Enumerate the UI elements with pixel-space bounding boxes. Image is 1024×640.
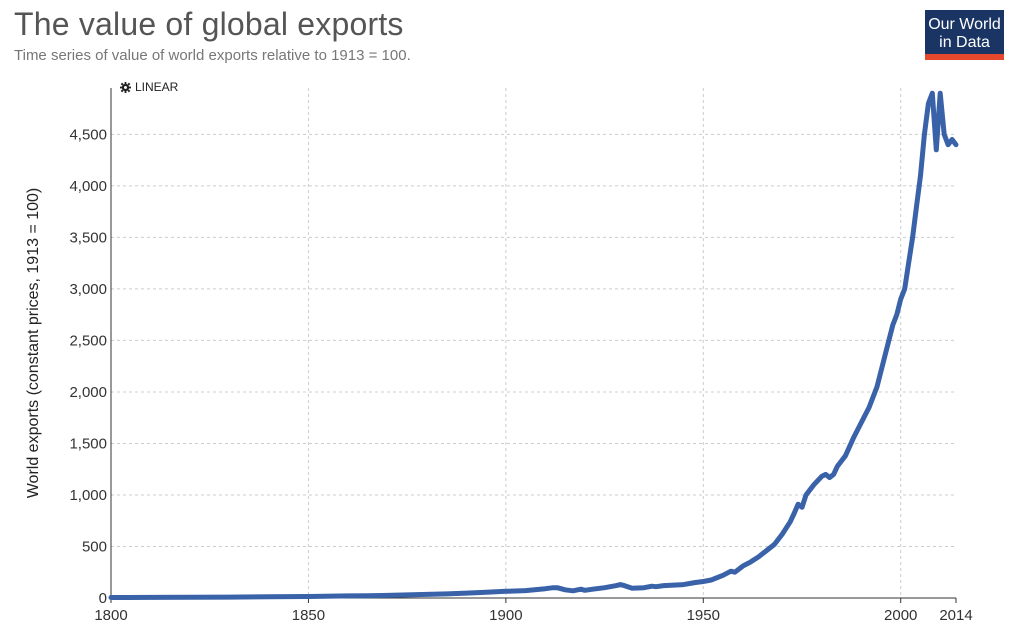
y-tick-label: 2,000 [69, 384, 107, 401]
scale-toggle[interactable]: LINEAR [120, 80, 178, 94]
y-tick-label: 0 [99, 590, 107, 607]
scale-label: LINEAR [135, 80, 179, 94]
x-axis-ticks: 1800 1850 1900 1950 2000 2014 [94, 598, 973, 624]
series-group [108, 90, 959, 600]
x-tick-label: 1850 [292, 607, 325, 624]
y-tick-label: 4,500 [69, 126, 107, 143]
x-tick-label: 1900 [489, 607, 522, 624]
y-tick-label: 4,000 [69, 178, 107, 195]
logo-accent-bar [925, 54, 1004, 60]
x-tick-label: 2000 [884, 607, 917, 624]
y-tick-label: 1,500 [69, 435, 107, 452]
grid-lines [111, 88, 956, 598]
y-tick-label: 1,000 [69, 487, 107, 504]
y-tick-label: 3,500 [69, 229, 107, 246]
logo-line-1: Our World [928, 16, 1001, 33]
gear-icon [120, 81, 131, 93]
y-axis-ticks: 0 500 1,000 1,500 2,000 2,500 3,000 3,500 4,000 4… [69, 126, 107, 607]
logo-line-2: in Data [939, 34, 990, 51]
axes [110, 88, 956, 599]
y-tick-label: 500 [82, 538, 107, 555]
series-line[interactable] [108, 90, 959, 600]
y-tick-label: 3,000 [69, 281, 107, 298]
chart-title: The value of global exports [14, 6, 404, 42]
y-tick-label: 2,500 [69, 332, 107, 349]
x-tick-label: 2014 [939, 607, 972, 624]
x-tick-label: 1950 [687, 607, 720, 624]
owid-logo[interactable]: Our World in Data [925, 10, 1004, 60]
y-axis-label: World exports (constant prices, 1913 = 1… [25, 188, 42, 499]
chart-subtitle: Time series of value of world exports re… [14, 47, 411, 64]
x-tick-label: 1800 [94, 607, 127, 624]
